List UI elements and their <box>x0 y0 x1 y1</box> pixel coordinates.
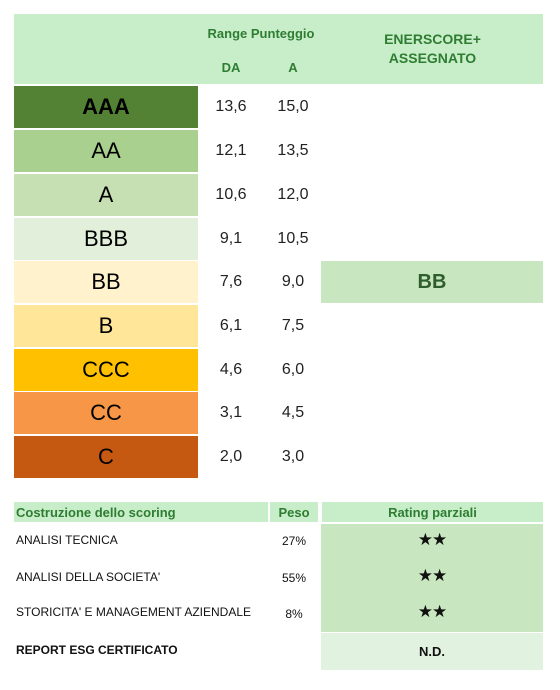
assigned-header-line1: ENERSCORE+ <box>384 31 481 47</box>
rating-to: 10,5 <box>277 230 309 247</box>
rating-cell-b: B <box>14 305 198 347</box>
star-rating: ★★ <box>417 566 447 585</box>
rating-to: 12,0 <box>277 186 309 203</box>
rating-cell-a: A <box>14 174 198 216</box>
rating-label: BB <box>91 269 121 294</box>
scoring-row-label: STORICITA' E MANAGEMENT AZIENDALE <box>16 605 252 619</box>
rating-cell-bb: BB <box>14 261 198 303</box>
rating-table-header <box>14 14 543 84</box>
scoring-row-weight: 55% <box>281 571 307 585</box>
scoring-row-weight: 27% <box>281 534 307 548</box>
rating-label: AA <box>91 138 121 163</box>
rating-from: 12,1 <box>215 142 247 159</box>
rating-to: 4,5 <box>281 404 305 421</box>
to-column-header: A <box>288 60 298 75</box>
rating-from: 9,1 <box>219 230 243 247</box>
scoring-row-label: ANALISI DELLA SOCIETA' <box>16 570 161 584</box>
rating-label: BBB <box>83 226 129 251</box>
range-header: Range Punteggio <box>207 26 315 41</box>
rating-from: 13,6 <box>215 98 247 115</box>
partial-ratings-background <box>321 524 543 632</box>
rating-to: 15,0 <box>277 98 309 115</box>
report-esg-partial: N.D. <box>321 633 543 670</box>
rating-from: 2,0 <box>219 448 243 465</box>
star-rating: ★★ <box>417 530 447 549</box>
rating-cell-bbb: BBB <box>14 218 198 260</box>
rating-label: C <box>98 444 114 469</box>
rating-to: 9,0 <box>281 273 305 290</box>
rating-label: AAA <box>82 94 130 119</box>
rating-from: 10,6 <box>215 186 247 203</box>
scoring-header-label: Costruzione dello scoring <box>14 502 268 522</box>
rating-to: 6,0 <box>281 361 305 378</box>
rating-from: 7,6 <box>219 273 243 290</box>
assigned-header-line2: ASSEGNATO <box>388 50 477 66</box>
rating-from: 3,1 <box>219 404 243 421</box>
star-rating: ★★ <box>417 602 447 621</box>
rating-from: 4,6 <box>219 361 243 378</box>
rating-to: 3,0 <box>281 448 305 465</box>
assigned-score-value: BB <box>321 261 543 303</box>
from-column-header: DA <box>221 60 241 75</box>
assigned-score-header: ENERSCORE+ ASSEGNATO <box>322 30 543 68</box>
rating-label: CC <box>90 400 122 425</box>
rating-cell-c: C <box>14 436 198 478</box>
rating-label: CCC <box>82 357 130 382</box>
rating-to: 7,5 <box>281 317 305 334</box>
rating-cell-aa: AA <box>14 130 198 172</box>
scoring-header-weight: Peso <box>270 502 318 522</box>
rating-cell-aaa: AAA <box>14 86 198 128</box>
rating-label: B <box>98 313 114 338</box>
rating-from: 6,1 <box>219 317 243 334</box>
rating-cell-cc: CC <box>14 392 198 434</box>
scoring-row-label: ANALISI TECNICA <box>16 533 118 547</box>
rating-cell-ccc: CCC <box>14 349 198 391</box>
scoring-row-weight: 8% <box>285 607 303 621</box>
rating-to: 13,5 <box>277 142 309 159</box>
rating-label: A <box>98 182 114 207</box>
scoring-header-partial: Rating parziali <box>322 502 543 522</box>
report-esg-label: REPORT ESG CERTIFICATO <box>16 643 178 657</box>
